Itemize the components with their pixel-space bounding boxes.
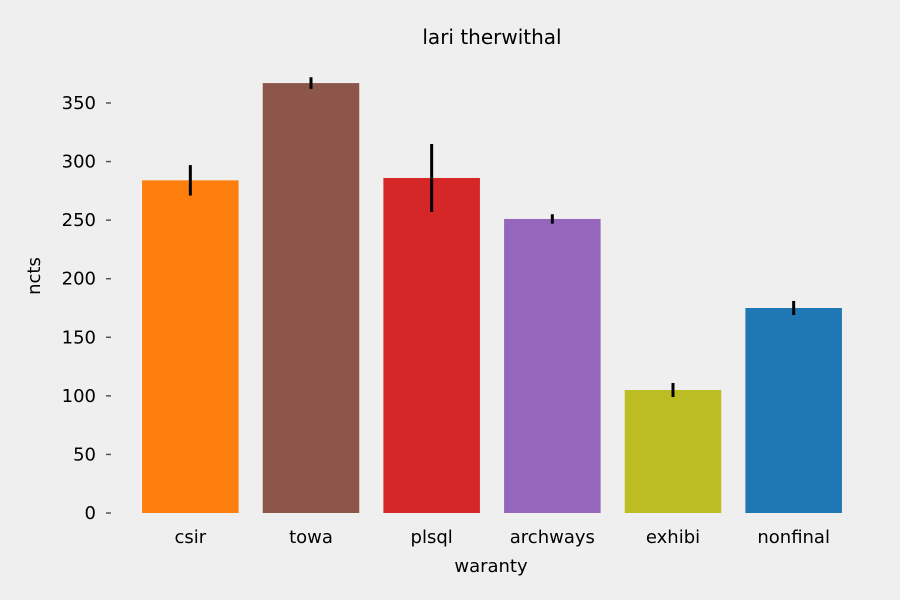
error-bars-group [188, 77, 796, 398]
y-tick-label: 350 [62, 93, 96, 114]
y-tick-label: 200 [62, 269, 96, 290]
y-tick-label: 300 [62, 152, 96, 173]
x-axis: csir towa plsql archways exhibi nonfinal [174, 527, 829, 548]
y-axis-label: ncts [24, 257, 45, 295]
bar-archways [504, 218, 601, 513]
y-tick-label: 0 [85, 503, 96, 524]
chart-title: lari therwithal [422, 25, 561, 49]
bars-group [142, 83, 842, 514]
y-axis: 0 50 100 150 200 250 300 350 [62, 93, 111, 524]
y-tick-label: 100 [62, 386, 96, 407]
bar-plsql [383, 177, 480, 513]
x-tick-label-csir: csir [174, 527, 206, 548]
y-tick-label: 150 [62, 327, 96, 348]
bar-towa [262, 83, 360, 513]
x-tick-label-towa: towa [289, 527, 333, 548]
y-tick-label: 250 [62, 210, 96, 231]
x-tick-label-nonfinal: nonfinal [757, 527, 830, 548]
y-tick-label: 50 [73, 444, 96, 465]
bar-csir [142, 180, 239, 514]
x-tick-label-archways: archways [510, 527, 595, 548]
x-tick-label-plsql: plsql [411, 527, 453, 548]
bar-exhibi [624, 390, 722, 513]
bar-nonfinal [745, 308, 842, 513]
x-tick-label-exhibi: exhibi [646, 527, 700, 548]
x-axis-label: waranty [454, 556, 528, 577]
